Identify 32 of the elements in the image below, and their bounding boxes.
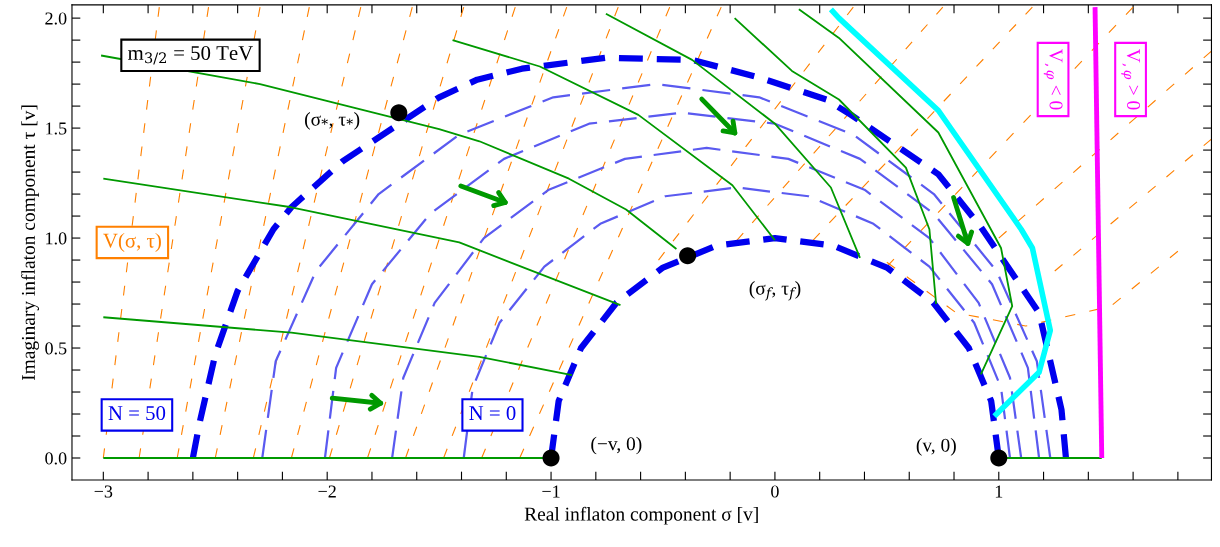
y-tick-label: 1.0 bbox=[46, 232, 67, 245]
annotation: (σ$_{f}$, τ$_{f}$) bbox=[749, 281, 801, 301]
line-series bbox=[391, 146, 1023, 460]
x-tick-label: 0 bbox=[771, 485, 779, 498]
point bbox=[542, 449, 560, 467]
annotation: m$_{3/2}$ = 50 TeV bbox=[128, 45, 253, 65]
line-series bbox=[604, 12, 861, 259]
x-tick-label: −2 bbox=[318, 485, 336, 498]
x-tick-label: −1 bbox=[542, 485, 560, 498]
annotation: V$_{,φ}$ < 0 bbox=[1043, 48, 1063, 110]
annotation: N = 50 bbox=[108, 406, 166, 421]
annotation: (σ$_{*}$, τ$_{*}$) bbox=[305, 112, 360, 130]
x-axis-title: Real inflaton component σ [v] bbox=[524, 506, 758, 525]
x-tick-label: −3 bbox=[94, 485, 113, 498]
annotation: (v, 0) bbox=[916, 438, 956, 456]
line-series bbox=[733, 17, 938, 305]
annotation: V(σ, τ) bbox=[103, 233, 161, 252]
x-tick-label: 1 bbox=[995, 485, 1003, 498]
point bbox=[990, 449, 1008, 467]
y-tick-label: 1.5 bbox=[46, 122, 67, 135]
y-tick-label: 0.5 bbox=[45, 342, 67, 355]
annotation: N = 0 bbox=[469, 406, 516, 421]
y-axis-title: Imaginary inflaton component τ [v] bbox=[21, 105, 39, 381]
line-series bbox=[102, 316, 574, 376]
y-tick-label: 0.0 bbox=[45, 452, 67, 465]
line-series bbox=[451, 39, 776, 242]
annotation: V$_{,φ}$ > 0 bbox=[1121, 48, 1141, 110]
y-tick-label: 2.0 bbox=[45, 12, 67, 25]
point bbox=[390, 104, 408, 122]
point bbox=[679, 247, 697, 265]
line-series bbox=[102, 177, 622, 307]
annotation: (−v, 0) bbox=[591, 436, 642, 455]
